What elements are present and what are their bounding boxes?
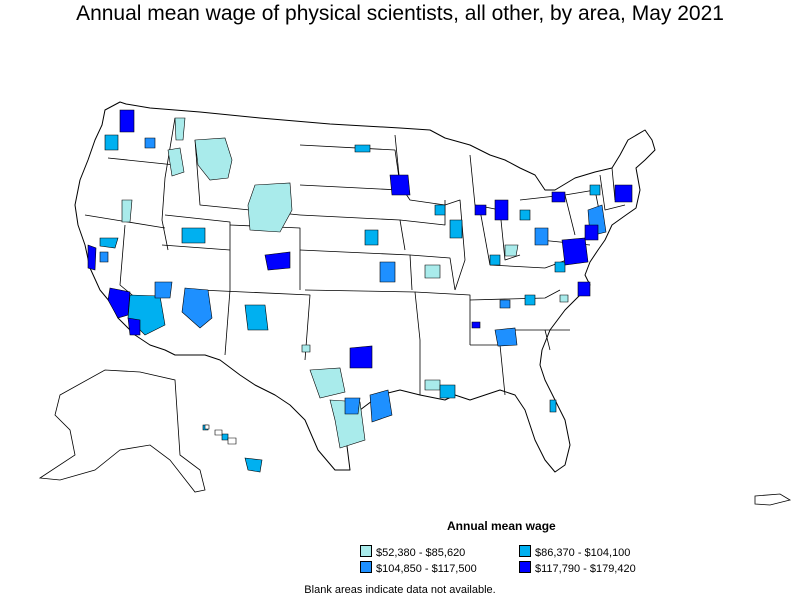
- puerto-rico-outline: [754, 493, 792, 506]
- legend-item-3: $104,850 - $117,500: [360, 561, 477, 575]
- legend-item-2: $86,370 - $104,100: [519, 545, 630, 559]
- legend-swatch-4: [519, 561, 531, 573]
- legend-title: Annual mean wage: [447, 519, 556, 533]
- level-3-areas: [99, 137, 607, 423]
- legend-item-4: $117,790 - $179,420: [519, 561, 636, 575]
- legend-label-1: $52,380 - $85,620: [376, 547, 466, 559]
- legend-label-2: $86,370 - $104,100: [535, 547, 631, 559]
- map-title: Annual mean wage of physical scientists,…: [76, 2, 724, 25]
- alaska-outline: [38, 369, 206, 493]
- hawaii-islands: [204, 424, 237, 445]
- footnote: Blank areas indicate data not available.: [304, 584, 496, 596]
- legend-swatch-2: [519, 545, 531, 557]
- contiguous-us-outline: [74, 101, 656, 473]
- level-1-areas: [121, 117, 569, 449]
- level-4-areas: [87, 109, 633, 369]
- legend-item-1: $52,380 - $85,620: [360, 545, 465, 559]
- level-2-areas: [99, 134, 601, 473]
- legend-label-3: $104,850 - $117,500: [376, 563, 477, 575]
- legend-swatch-1: [360, 545, 372, 557]
- legend-label-4: $117,790 - $179,420: [535, 563, 636, 575]
- legend-swatch-3: [360, 561, 372, 573]
